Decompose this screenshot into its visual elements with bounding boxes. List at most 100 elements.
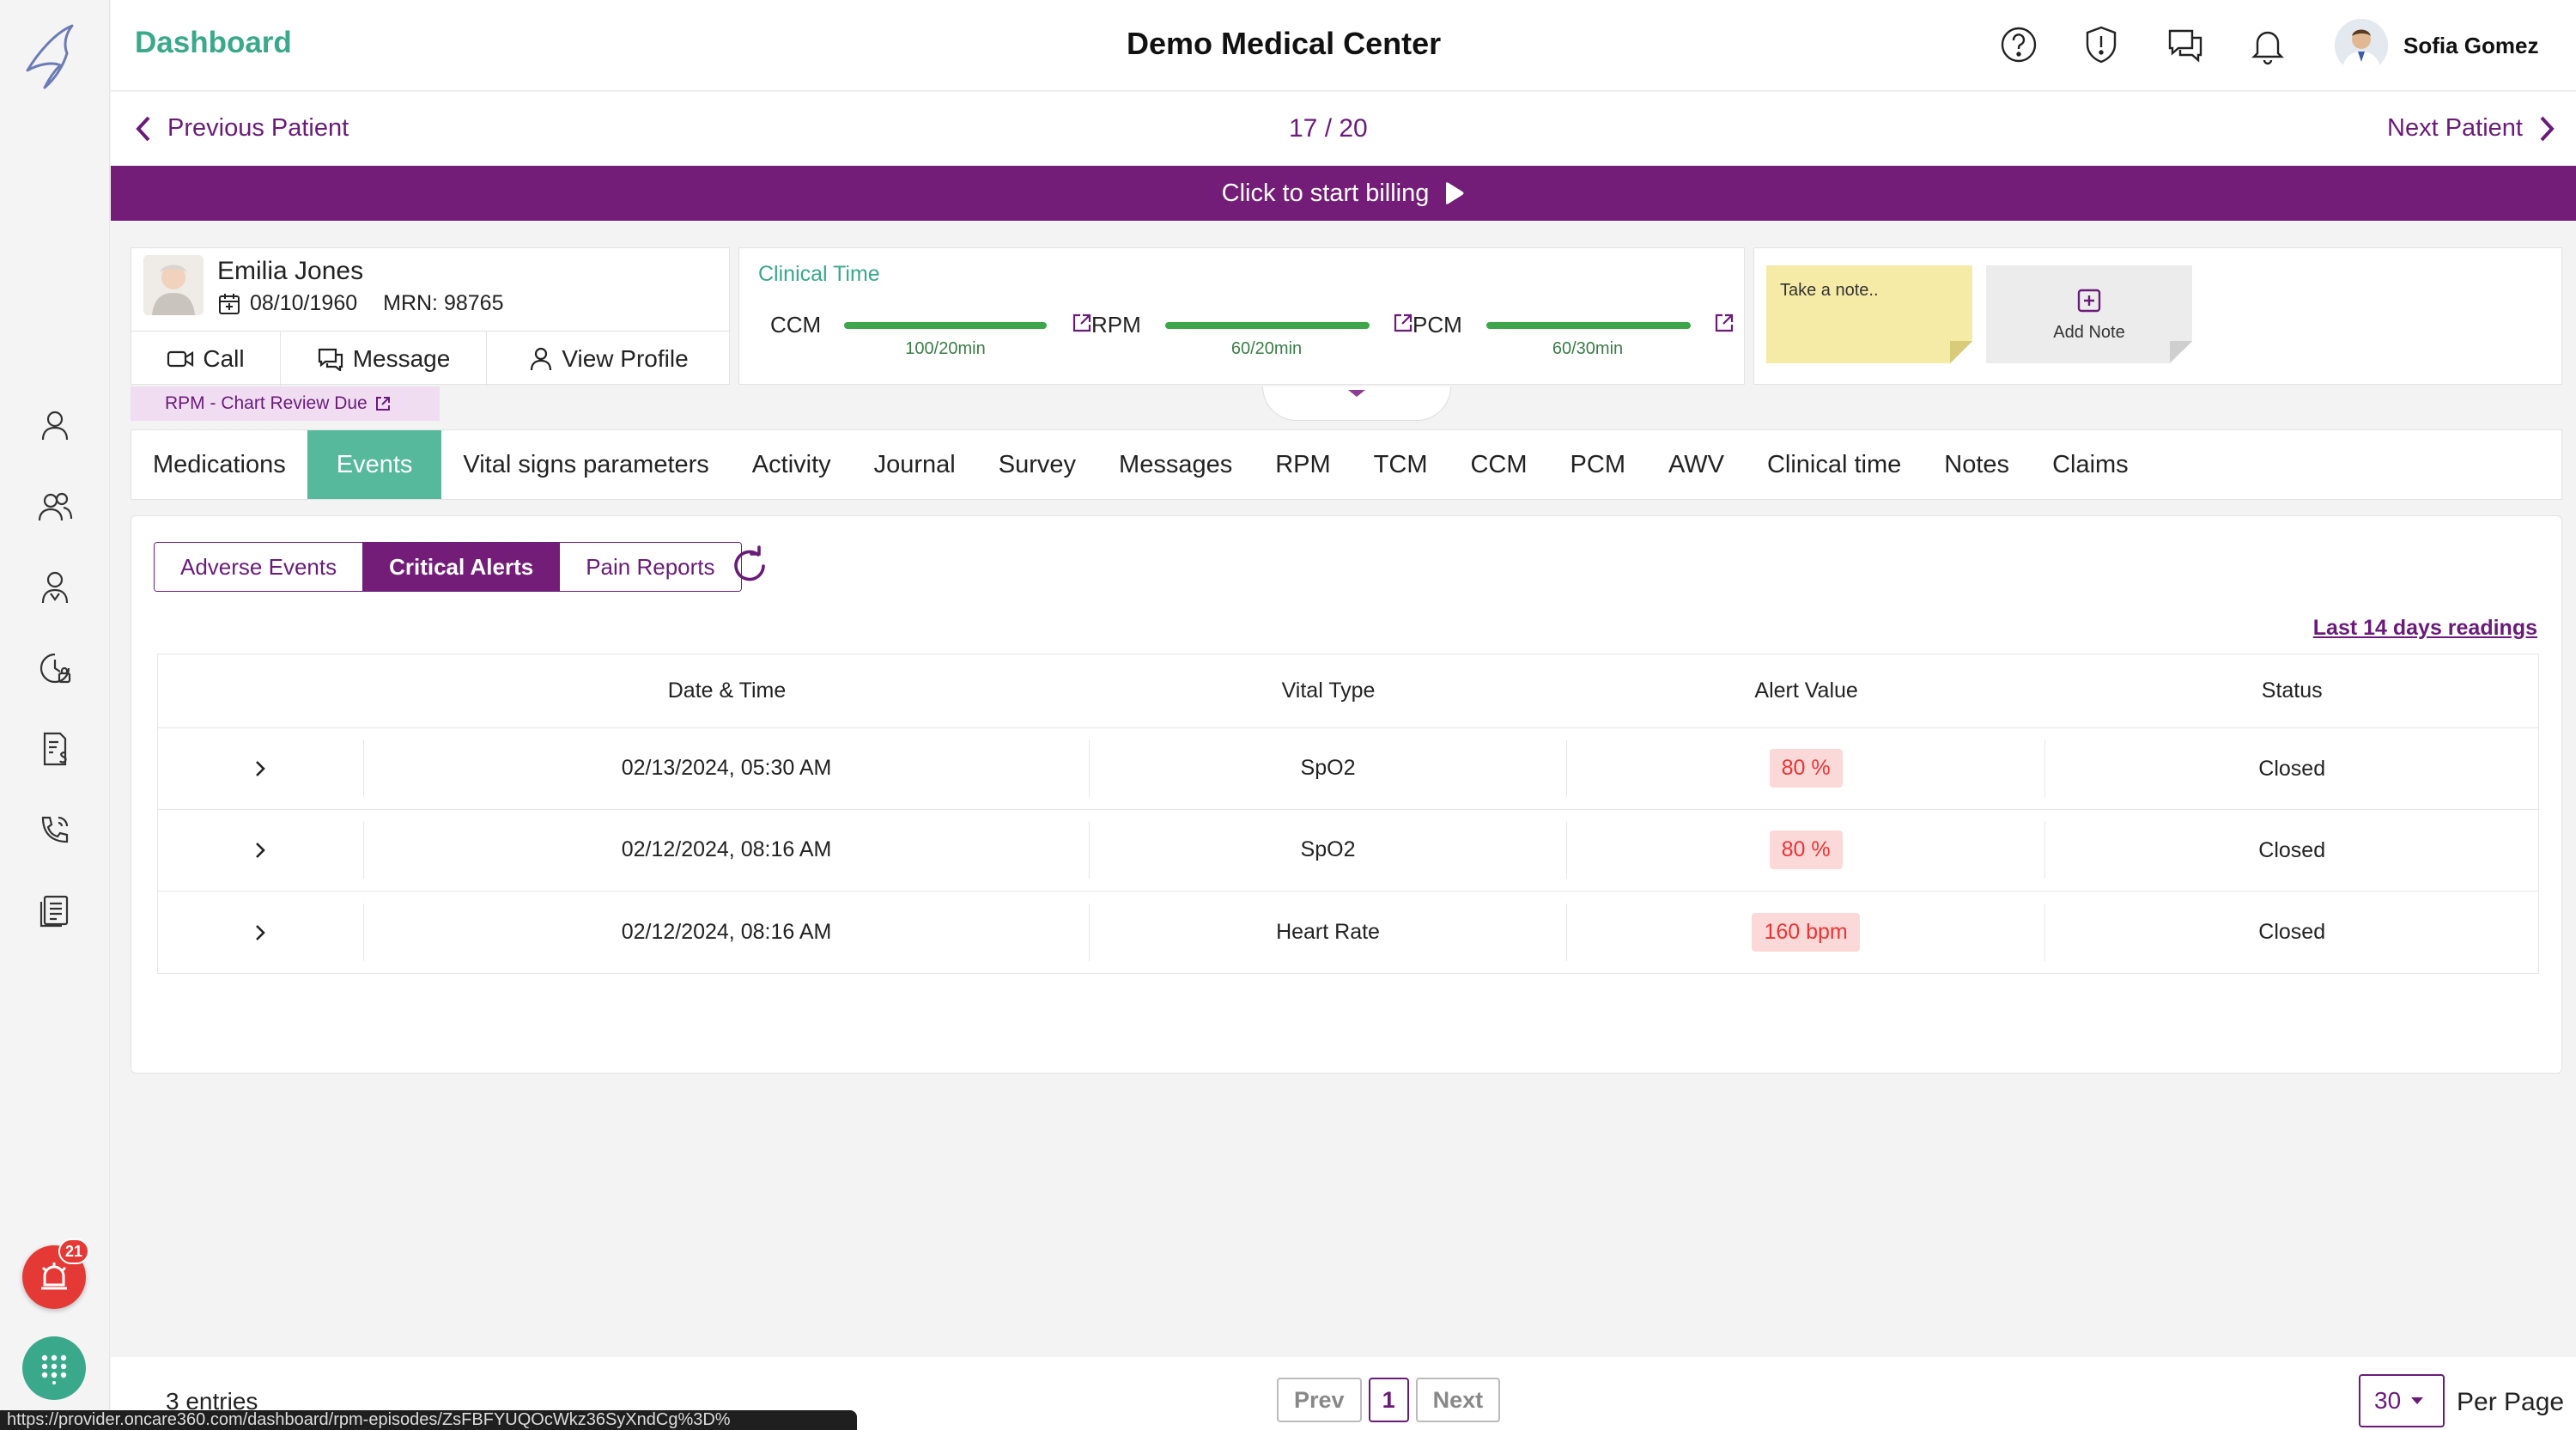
per-page-select[interactable]: 30 — [2359, 1374, 2445, 1427]
patient-tabs: Medications Events Vital signs parameter… — [131, 429, 2562, 500]
page-title[interactable]: Dashboard — [135, 26, 292, 59]
last-14-days-link[interactable]: Last 14 days readings — [2312, 616, 2537, 640]
events-segmented-control: Adverse Events Critical Alerts Pain Repo… — [154, 542, 742, 592]
sticky-note-fold — [1950, 341, 1972, 363]
chat-icon[interactable] — [2165, 24, 2206, 65]
previous-patient-button[interactable]: Previous Patient — [135, 114, 349, 143]
help-icon[interactable] — [1998, 24, 2039, 65]
ccm-value: 100/20min — [905, 339, 986, 358]
patient-dob-mrn: 08/10/1960 MRN: 98765 — [217, 291, 503, 316]
page-1-button[interactable]: 1 — [1368, 1378, 1409, 1422]
expand-row-button[interactable] — [158, 822, 364, 879]
start-billing-bar[interactable]: Click to start billing — [111, 166, 2576, 221]
top-header: Dashboard Demo Medical Center Sofia Gome… — [111, 0, 2576, 91]
reports-icon[interactable] — [33, 888, 77, 933]
table-header-row: Date & Time Vital Type Alert Value Statu… — [158, 654, 2538, 728]
table-row[interactable]: 02/12/2024, 08:16 AM SpO2 80 % Closed — [158, 810, 2538, 891]
date-time-column-header: Date & Time — [667, 678, 787, 703]
sticky-note-placeholder: Take a note.. — [1780, 281, 1879, 300]
notification-bell-icon[interactable] — [2247, 24, 2288, 65]
call-label: Call — [203, 345, 245, 372]
chevron-left-icon — [136, 116, 150, 141]
prev-page-button[interactable]: Prev — [1277, 1378, 1362, 1422]
tab-medications[interactable]: Medications — [153, 450, 286, 478]
refresh-icon[interactable] — [729, 545, 770, 587]
per-page-label: Per Page — [2457, 1388, 2565, 1416]
patients-group-icon[interactable] — [33, 484, 77, 529]
row-vital-type: SpO2 — [1090, 740, 1567, 797]
patient-dob: 08/10/1960 — [250, 291, 358, 315]
notes-card: Take a note.. Add Note — [1753, 247, 2562, 385]
caret-down-icon — [1348, 390, 1365, 397]
pcm-edit-icon[interactable] — [1713, 312, 1735, 334]
adverse-events-button[interactable]: Adverse Events — [155, 543, 364, 591]
tab-vital-signs-parameters[interactable]: Vital signs parameters — [463, 450, 709, 478]
tab-pcm[interactable]: PCM — [1570, 450, 1625, 478]
rpm-progress-bar — [1165, 322, 1370, 329]
time-tracking-icon[interactable] — [33, 646, 77, 691]
pcm-value: 60/30min — [1552, 339, 1624, 358]
previous-patient-label: Previous Patient — [167, 114, 349, 142]
patient-card: Emilia Jones 08/10/1960 MRN: 98765 Call … — [131, 247, 731, 386]
view-profile-button[interactable]: View Profile — [487, 332, 731, 386]
expand-clinical-time-tab[interactable] — [1262, 386, 1451, 421]
dialpad-button[interactable] — [22, 1336, 86, 1400]
alert-shield-icon[interactable] — [2081, 24, 2122, 65]
table-row[interactable]: 02/12/2024, 08:16 AM Heart Rate 160 bpm … — [158, 891, 2538, 973]
care-team-icon[interactable] — [33, 565, 77, 610]
table-row[interactable]: 02/13/2024, 05:30 AM SpO2 80 % Closed — [158, 728, 2538, 810]
tab-journal[interactable]: Journal — [873, 450, 956, 478]
start-billing-label: Click to start billing — [1221, 179, 1430, 207]
app-logo[interactable] — [21, 19, 89, 93]
tab-messages[interactable]: Messages — [1119, 450, 1233, 478]
tab-rpm[interactable]: RPM — [1275, 450, 1331, 478]
chart-review-due-tag[interactable]: RPM - Chart Review Due — [131, 386, 440, 421]
tab-survey[interactable]: Survey — [998, 450, 1077, 478]
billing-icon[interactable] — [33, 727, 77, 771]
row-date-time: 02/12/2024, 08:16 AM — [364, 904, 1091, 961]
tab-clinical-time[interactable]: Clinical time — [1766, 450, 1902, 478]
tab-claims[interactable]: Claims — [2052, 450, 2129, 478]
row-date-time: 02/13/2024, 05:30 AM — [364, 740, 1091, 797]
rpm-value: 60/20min — [1230, 339, 1303, 358]
play-icon — [1446, 182, 1464, 204]
tab-ccm[interactable]: CCM — [1470, 450, 1528, 478]
message-label: Message — [352, 345, 451, 372]
sticky-note[interactable]: Take a note.. — [1766, 265, 1972, 363]
user-avatar[interactable] — [2335, 19, 2388, 72]
tab-tcm[interactable]: TCM — [1373, 450, 1428, 478]
expand-row-button[interactable] — [158, 904, 364, 961]
expand-row-button[interactable] — [158, 740, 364, 797]
tab-notes[interactable]: Notes — [1944, 450, 2010, 478]
patient-mrn: MRN: 98765 — [383, 291, 504, 315]
tab-activity[interactable]: Activity — [751, 450, 831, 478]
chevron-right-icon — [2540, 116, 2555, 141]
rpm-edit-icon[interactable] — [1392, 312, 1414, 334]
message-icon — [318, 348, 343, 371]
row-alert-value: 80 % — [1567, 740, 2046, 797]
entries-count: 3 entries — [166, 1388, 258, 1415]
status-column-header: Status — [2261, 678, 2323, 703]
plus-square-icon — [2077, 289, 2101, 312]
row-date-time: 02/12/2024, 08:16 AM — [364, 822, 1091, 879]
chevron-right-icon — [256, 843, 266, 858]
tab-events[interactable]: Events — [307, 430, 442, 499]
next-page-button[interactable]: Next — [1415, 1378, 1501, 1422]
phone-calls-icon[interactable] — [33, 807, 77, 852]
row-status: Closed — [2258, 920, 2326, 944]
pain-reports-button[interactable]: Pain Reports — [560, 543, 741, 591]
user-name[interactable]: Sofia Gomez — [2403, 33, 2539, 58]
next-patient-label: Next Patient — [2387, 114, 2523, 142]
call-button[interactable]: Call — [131, 332, 281, 386]
critical-alerts-button[interactable]: Critical Alerts — [363, 543, 561, 591]
message-button[interactable]: Message — [281, 332, 487, 386]
browser-status-url: https://provider.oncare360.com/dashboard… — [0, 1410, 857, 1430]
add-note-label: Add Note — [2053, 322, 2125, 342]
ccm-edit-icon[interactable] — [1071, 312, 1093, 334]
patient-icon[interactable] — [33, 404, 77, 448]
tab-awv[interactable]: AWV — [1668, 450, 1724, 478]
add-note-button[interactable]: Add Note — [1986, 265, 2192, 363]
next-patient-button[interactable]: Next Patient — [2387, 114, 2555, 143]
patient-name[interactable]: Emilia Jones — [217, 257, 364, 285]
chevron-right-icon — [256, 924, 266, 940]
